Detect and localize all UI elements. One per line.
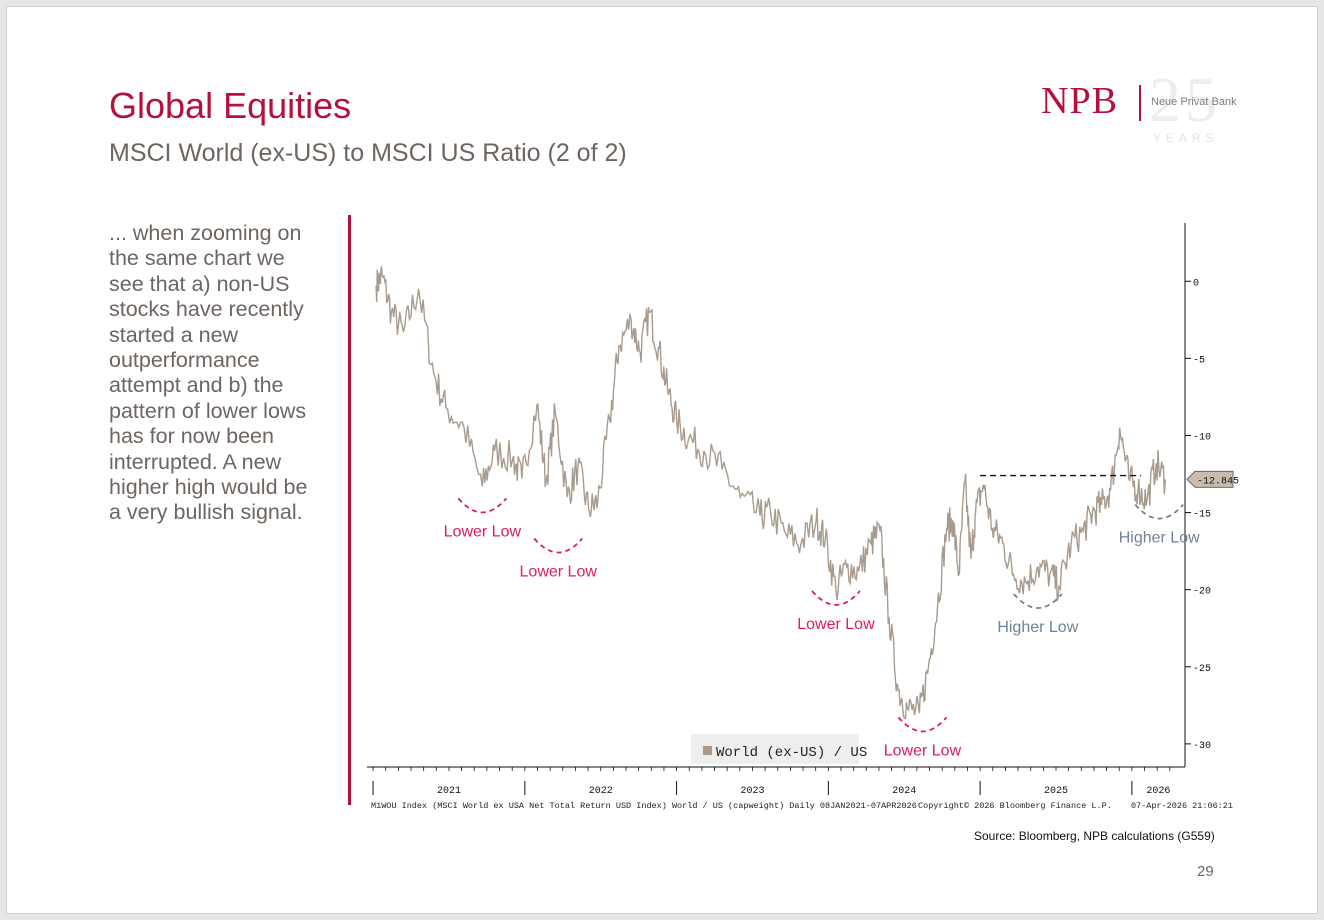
annotation-label: Higher Low	[1119, 530, 1200, 547]
x-tick-label: 2024	[892, 786, 916, 797]
annotation-label: Lower Low	[444, 523, 522, 540]
page-subtitle: MSCI World (ex-US) to MSCI US Ratio (2 o…	[109, 139, 627, 167]
legend-box	[691, 734, 859, 764]
annotation-arc	[1134, 503, 1184, 520]
accent-divider	[348, 215, 351, 805]
x-tick-label: 2021	[437, 786, 461, 797]
annotation-arc	[457, 497, 508, 514]
last-value-label: -12.845	[1197, 476, 1239, 487]
y-tick-label: -20	[1193, 587, 1211, 598]
commentary-text: ... when zooming on the same chart we se…	[109, 221, 308, 525]
y-tick-label: -10	[1193, 432, 1211, 443]
x-tick-label: 2023	[740, 786, 764, 797]
chart-annotations: Lower Low Lower Low Lower Low Lower Low High…	[444, 497, 1200, 759]
y-tick-label: -30	[1193, 741, 1211, 752]
annotation-arc	[811, 590, 861, 606]
logo-brand: NPB	[1041, 80, 1118, 122]
annotation-label: Lower Low	[884, 742, 962, 759]
annotation-label: Lower Low	[797, 616, 875, 633]
last-value-tag	[1186, 470, 1234, 488]
annotation-label: Higher Low	[997, 619, 1078, 636]
logo-anniversary-number: 25	[1149, 64, 1221, 135]
annotation-label: Lower Low	[520, 563, 598, 580]
y-tick-label: -15	[1193, 510, 1211, 521]
x-tick-label: 2026	[1146, 786, 1170, 797]
logo-divider	[1139, 85, 1141, 121]
page-title: Global Equities	[109, 85, 352, 126]
page-number: 29	[1197, 863, 1214, 880]
y-tick-label: -25	[1193, 664, 1211, 675]
y-tick-label: -5	[1193, 355, 1205, 366]
x-tick-label: 2025	[1044, 786, 1068, 797]
slide: Global Equities MSCI World (ex-US) to MS…	[6, 6, 1318, 914]
annotation-arc	[897, 716, 948, 733]
plot-area	[375, 264, 1166, 720]
chart-footer-center: Copyright© 2026 Bloomberg Finance L.P.	[918, 801, 1112, 811]
legend-swatch	[703, 746, 712, 755]
legend-label: World (ex-US) / US	[716, 745, 867, 761]
logo-years: YEARS	[1153, 131, 1219, 145]
npb-logo: 25 NPB Neue Privat Bank YEARS	[1041, 64, 1241, 149]
x-tick-label: 2022	[589, 786, 613, 797]
y-tick-label: 0	[1193, 278, 1199, 289]
chart-legend: World (ex-US) / US	[691, 734, 867, 764]
ratio-chart: 0 -5 -10 -15 -20 -25 -30 2021 2022 2023 2024 2025 20…	[367, 223, 1239, 811]
series-line-world-ex-us	[375, 264, 1166, 720]
chart-footer-left: M1WOU Index (MSCI World ex USA Net Total…	[371, 801, 917, 811]
annotation-arc	[533, 537, 583, 554]
source-note: Source: Bloomberg, NPB calculations (G55…	[974, 829, 1215, 843]
annotation-arc	[1013, 593, 1063, 609]
chart-footer-right: 07-Apr-2026 21:06:21	[1131, 801, 1233, 811]
logo-bank-name: Neue Privat Bank	[1151, 96, 1237, 108]
chart-axes: 0 -5 -10 -15 -20 -25 -30 2021 2022 2023 2024 2025 20…	[367, 223, 1239, 797]
